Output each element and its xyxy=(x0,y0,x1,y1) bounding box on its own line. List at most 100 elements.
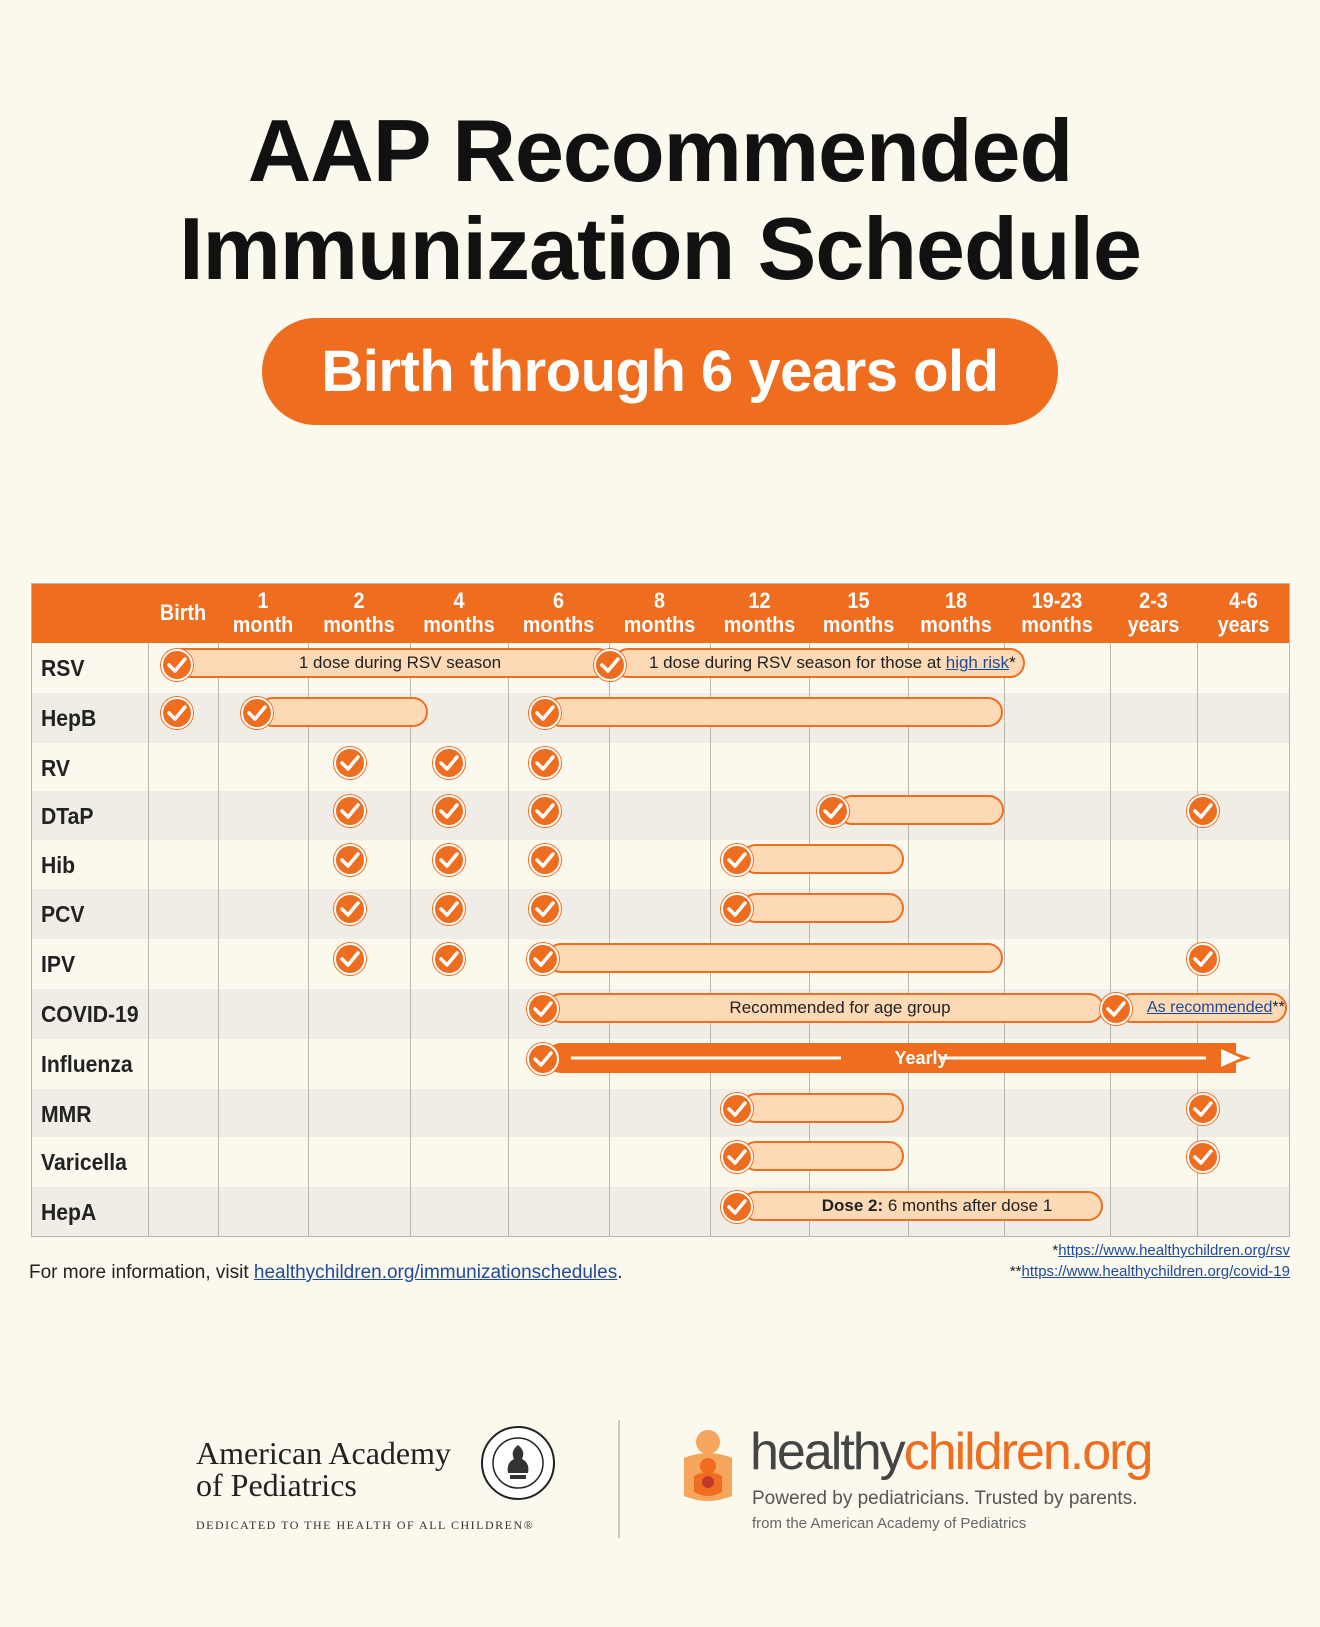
hepa-bar: Dose 2: 6 months after dose 1 xyxy=(741,1191,1103,1221)
grid-line xyxy=(908,643,909,1237)
hepb-check-birth-icon xyxy=(161,697,193,729)
covid-bar-1: Recommended for age group xyxy=(546,993,1104,1023)
col-birth: Birth xyxy=(159,600,207,625)
col-4-months: 4 months xyxy=(423,588,495,637)
schedules-link[interactable]: healthychildren.org/immunizationschedule… xyxy=(253,1262,618,1283)
grid-line xyxy=(809,643,810,1237)
col-15-months: 15 months xyxy=(822,588,895,637)
ipv-check-6m-icon xyxy=(527,943,559,975)
row-rv: RV xyxy=(31,743,1290,793)
influenza-check-6m-icon xyxy=(527,1043,559,1075)
grid-line xyxy=(218,643,219,1237)
row-hib: Hib xyxy=(31,840,1290,890)
mmr-bar xyxy=(741,1093,904,1123)
vaccine-label: Hib xyxy=(41,852,76,878)
ipv-check-2m-icon xyxy=(334,943,366,975)
grid-line xyxy=(148,643,149,1237)
col-2-3-years: 2-3 years xyxy=(1127,588,1180,637)
hepa-check-12m-icon xyxy=(721,1191,753,1223)
schedule-table: Birth 1 month 2 months 4 months 6 months 8 mo… xyxy=(31,583,1290,1237)
varicella-bar xyxy=(741,1141,904,1171)
vaccine-label: COVID-19 xyxy=(41,1001,139,1027)
grid-line xyxy=(1004,643,1005,1237)
vaccine-label: PCV xyxy=(41,901,85,927)
rsv-check-8m-icon xyxy=(594,649,626,681)
varicella-check-12m-icon xyxy=(721,1141,753,1173)
col-1-month: 1 month xyxy=(232,588,294,637)
healthychildren-logo-icon xyxy=(684,1430,732,1501)
rsv-check-birth-icon xyxy=(161,649,193,681)
healthychildren-tagline: Powered by pediatricians. Trusted by par… xyxy=(752,1488,1138,1509)
row-mmr: MMR xyxy=(31,1089,1290,1139)
covid-check-2-3y-icon xyxy=(1100,993,1132,1025)
ipv-check-4-6y-icon xyxy=(1187,943,1219,975)
aap-name: American Academy of Pediatrics xyxy=(196,1435,451,1503)
influenza-label: Yearly xyxy=(894,1048,948,1068)
varicella-check-4-6y-icon xyxy=(1187,1141,1219,1173)
rsv-bar-2: 1 dose during RSV season for those at hi… xyxy=(613,648,1025,678)
rv-check-2m-icon xyxy=(334,747,366,779)
more-info: For more information, visit healthychild… xyxy=(29,1262,623,1283)
table-border xyxy=(31,583,1290,1237)
vaccine-label: MMR xyxy=(41,1101,92,1127)
arrow-head-inner xyxy=(1221,1049,1241,1067)
pcv-check-6m-icon xyxy=(529,893,561,925)
title-line-2: Immunization Schedule xyxy=(179,199,1142,298)
dtap-check-6m-icon xyxy=(529,795,561,827)
influenza-arrow xyxy=(571,1043,1251,1073)
ipv-bar xyxy=(546,943,1003,973)
col-2-months: 2 months xyxy=(323,588,395,637)
pcv-check-2m-icon xyxy=(334,893,366,925)
aap-tagline: DEDICATED TO THE HEALTH OF ALL CHILDREN® xyxy=(196,1518,535,1532)
vaccine-label: HepA xyxy=(41,1199,97,1225)
grid-line xyxy=(508,643,509,1237)
hepb-check-1m-icon xyxy=(241,697,273,729)
table-header: Birth 1 month 2 months 4 months 6 months 8 mo… xyxy=(31,583,1290,643)
aap-seal-icon xyxy=(481,1426,555,1500)
grid-line xyxy=(1197,643,1198,1237)
dtap-bar xyxy=(837,795,1004,825)
as-recommended-link[interactable]: As recommended xyxy=(1147,999,1273,1016)
healthychildren-from: from the American Academy of Pediatrics xyxy=(752,1515,1027,1532)
col-12-months: 12 months xyxy=(723,588,796,637)
pcv-check-12m-icon xyxy=(721,893,753,925)
dtap-check-15m-icon xyxy=(817,795,849,827)
high-risk-link[interactable]: high risk xyxy=(945,653,1010,672)
rv-check-6m-icon xyxy=(529,747,561,779)
hepb-bar-2 xyxy=(546,697,1003,727)
ipv-check-4m-icon xyxy=(433,943,465,975)
col-19-23-months: 19-23 months xyxy=(1021,588,1093,637)
grid-line xyxy=(710,643,711,1237)
rv-check-4m-icon xyxy=(433,747,465,779)
vaccine-label: Varicella xyxy=(41,1149,127,1175)
col-18-months: 18 months xyxy=(920,588,992,637)
pcv-check-4m-icon xyxy=(433,893,465,925)
hib-bar xyxy=(741,844,904,874)
hib-check-4m-icon xyxy=(433,844,465,876)
vaccine-label: IPV xyxy=(41,951,76,977)
row-dtap: DTaP xyxy=(31,791,1290,841)
col-4-6-years: 4-6 years xyxy=(1217,588,1270,637)
row-pcv: PCV xyxy=(31,889,1290,939)
vaccine-label: HepB xyxy=(41,705,97,731)
footer-divider xyxy=(618,1420,620,1538)
age-range-badge: Birth through 6 years old xyxy=(262,318,1058,425)
covid-check-6m-icon xyxy=(527,993,559,1025)
grid-line xyxy=(1110,643,1111,1237)
covid-bar-2: As recommended** xyxy=(1117,993,1287,1023)
covid-link[interactable]: https://www.healthychildren.org/covid-19 xyxy=(1021,1263,1290,1280)
rsv-link[interactable]: https://www.healthychildren.org/rsv xyxy=(1058,1242,1290,1259)
grid-line xyxy=(410,643,411,1237)
healthychildren-wordmark: healthychildren.org xyxy=(750,1423,1153,1481)
vaccine-label: Influenza xyxy=(41,1051,133,1077)
rsv-bar-1: 1 dose during RSV season xyxy=(167,648,613,678)
footnotes: *https://www.healthychildren.org/rsv **h… xyxy=(1009,1242,1290,1280)
grid-line xyxy=(308,643,309,1237)
hepb-check-6m-icon xyxy=(529,697,561,729)
col-6-months: 6 months xyxy=(522,588,595,637)
pcv-bar xyxy=(741,893,904,923)
hib-check-6m-icon xyxy=(529,844,561,876)
vaccine-label: DTaP xyxy=(41,803,94,829)
col-8-months: 8 months xyxy=(623,588,696,637)
title-line-1: AAP Recommended xyxy=(247,101,1073,200)
